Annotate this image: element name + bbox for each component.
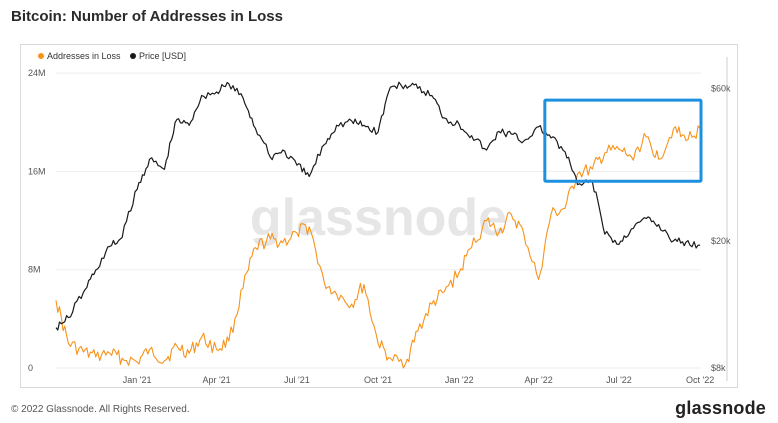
y-right-tick-label: $60k — [711, 83, 731, 93]
y-right-tick-label: $8k — [711, 363, 726, 373]
y-left-tick-label: 8M — [28, 265, 41, 275]
x-tick-label: Oct '21 — [364, 375, 392, 385]
copyright-footer: © 2022 Glassnode. All Rights Reserved. — [11, 404, 190, 415]
legend-marker — [38, 53, 44, 59]
y-left-tick-label: 16M — [28, 166, 46, 176]
x-tick-label: Jan '21 — [123, 375, 152, 385]
addresses-in-loss-line — [55, 125, 701, 369]
x-tick-label: Oct '22 — [686, 375, 714, 385]
watermark-text: glassnode — [250, 189, 507, 247]
chart-title: Bitcoin: Number of Addresses in Loss — [11, 8, 283, 25]
legend-label: Addresses in Loss — [47, 51, 121, 61]
glassnode-logo: glassnode — [675, 398, 766, 418]
highlight-box — [543, 98, 703, 183]
legend-label: Price [USD] — [139, 51, 186, 61]
legend-marker — [130, 53, 136, 59]
x-tick-label: Jul '21 — [284, 375, 310, 385]
y-right-tick-label: $20k — [711, 236, 731, 246]
x-tick-label: Jul '22 — [606, 375, 632, 385]
y-left-tick-label: 0 — [28, 363, 33, 373]
y-left-tick-label: 24M — [28, 68, 46, 78]
x-tick-label: Apr '21 — [202, 375, 230, 385]
x-tick-label: Jan '22 — [445, 375, 474, 385]
chart-panel: glassnode 0 8M 16M 24M $8k $20k $60k Jan '21 Apr … — [20, 44, 738, 388]
x-tick-label: Apr '22 — [525, 375, 553, 385]
chart-svg: glassnode 0 8M 16M 24M $8k $20k $60k Jan '21 Apr … — [28, 51, 731, 385]
